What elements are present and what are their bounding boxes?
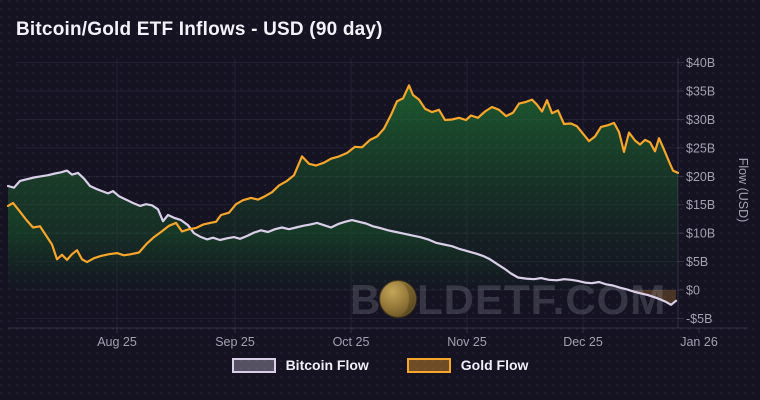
y-axis-tick-label: $20B xyxy=(686,170,715,184)
legend-label: Gold Flow xyxy=(460,357,529,373)
x-axis-tick-label: Aug 25 xyxy=(97,335,137,349)
y-axis-tick-label: $15B xyxy=(686,198,715,212)
bitcoin-flow-line xyxy=(6,169,678,306)
gold-flow-line xyxy=(6,84,680,264)
y-axis-tick-label: $40B xyxy=(686,56,715,70)
watermark-coin-shade xyxy=(398,282,415,316)
watermark-text: LDETF.COM xyxy=(417,276,666,323)
y-axis-tick-label: $10B xyxy=(686,227,715,241)
x-axis-tick-label: Nov 25 xyxy=(447,335,487,349)
y-axis-tick-label: $35B xyxy=(686,85,715,99)
x-axis-tick-label: Dec 25 xyxy=(563,335,603,349)
legend-swatch xyxy=(231,357,276,373)
y-axis-title: Flow (USD) xyxy=(736,158,750,223)
legend-item-gold-flow[interactable]: Gold Flow xyxy=(406,357,529,373)
bitcoin-area-fill xyxy=(8,170,629,290)
y-axis-tick-label: $25B xyxy=(686,141,715,155)
y-axis-tick-label: $30B xyxy=(686,113,715,127)
y-axis-tick-label: -$5B xyxy=(686,312,712,326)
legend-item-bitcoin-flow[interactable]: Bitcoin Flow xyxy=(231,357,369,373)
watermark-coin-icon xyxy=(378,279,418,319)
legend-label: Bitcoin Flow xyxy=(285,357,369,373)
chart-title: Bitcoin/Gold ETF Inflows - USD (90 day) xyxy=(16,19,383,40)
chart-legend: Bitcoin Flow Gold Flow xyxy=(0,351,760,379)
watermark-text: B xyxy=(350,276,381,323)
y-axis-tick-label: $0 xyxy=(686,284,700,298)
x-axis-tick-label: Sep 25 xyxy=(215,335,255,349)
x-axis-tick-label: Jan 26 xyxy=(680,335,718,349)
x-axis-tick-label: Oct 25 xyxy=(333,335,370,349)
legend-swatch xyxy=(406,357,451,373)
y-axis-tick-label: $5B xyxy=(686,255,708,269)
